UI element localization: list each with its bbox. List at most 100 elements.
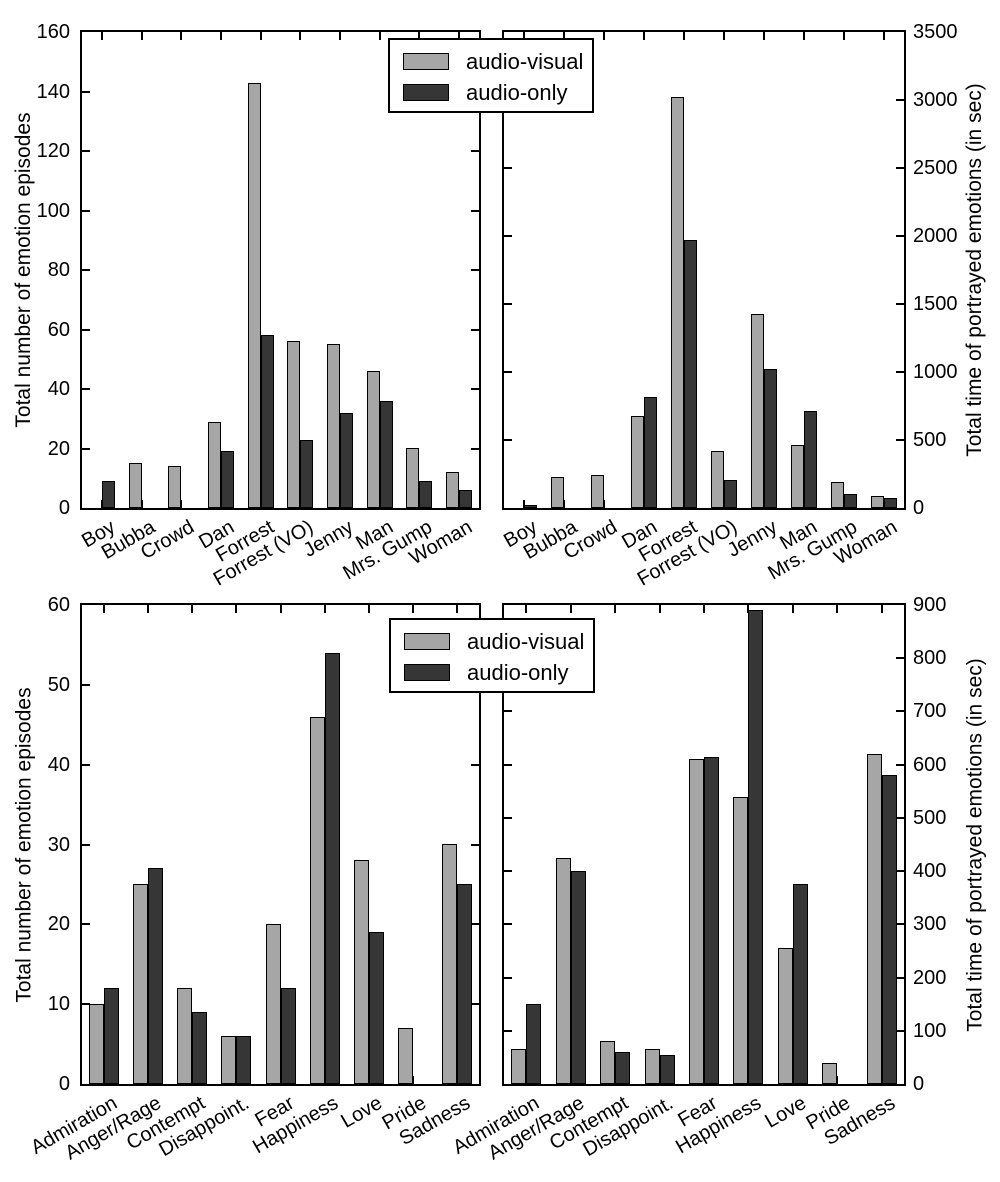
bar-audio-only bbox=[457, 884, 472, 1084]
bar-audio-only bbox=[236, 1036, 251, 1084]
y-tick bbox=[504, 977, 512, 979]
x-tick bbox=[456, 605, 458, 613]
x-tick bbox=[523, 500, 525, 508]
y-axis-label: Total time of portrayed emotions (in sec… bbox=[963, 658, 987, 1032]
y-tick bbox=[504, 303, 512, 305]
y-tick-label: 300 bbox=[913, 913, 947, 935]
bar-audio-visual bbox=[711, 451, 724, 508]
bar-audio-visual bbox=[310, 717, 325, 1084]
y-tick bbox=[504, 439, 512, 441]
y-tick bbox=[82, 269, 90, 271]
bar-audio-visual bbox=[822, 1063, 837, 1084]
y-tick bbox=[82, 844, 90, 846]
y-tick-label: 2000 bbox=[913, 225, 958, 247]
y-tick bbox=[896, 99, 904, 101]
y-tick bbox=[896, 303, 904, 305]
bar-audio-only bbox=[804, 411, 817, 508]
bar-audio-visual bbox=[867, 754, 882, 1084]
bar-audio-only bbox=[300, 440, 313, 508]
bar-audio-visual bbox=[645, 1049, 660, 1084]
x-tick bbox=[101, 32, 103, 40]
legend-bottom: audio-visual audio-only bbox=[389, 618, 595, 693]
x-tick bbox=[280, 605, 282, 613]
bar-audio-visual bbox=[367, 371, 380, 508]
x-tick bbox=[570, 605, 572, 613]
bar-audio-visual bbox=[248, 83, 261, 508]
bar-audio-only bbox=[192, 1012, 207, 1084]
x-tick bbox=[792, 605, 794, 613]
y-axis-label: Total time of portrayed emotions (in sec… bbox=[963, 83, 986, 457]
x-tick bbox=[643, 32, 645, 40]
x-tick bbox=[703, 1076, 705, 1084]
y-tick-label: 200 bbox=[913, 967, 947, 989]
x-tick bbox=[412, 605, 414, 613]
legend-entry-audio-only: audio-only bbox=[390, 78, 592, 109]
y-tick bbox=[504, 923, 512, 925]
x-tick bbox=[747, 605, 749, 613]
y-tick-label: 60 bbox=[47, 319, 70, 341]
x-tick bbox=[570, 1076, 572, 1084]
bar-audio-visual bbox=[406, 448, 419, 508]
chart-bottom-right bbox=[502, 603, 906, 1086]
y-tick-label: 1000 bbox=[913, 361, 958, 383]
y-tick bbox=[82, 1003, 90, 1005]
y-axis-label: Total number of emotion episodes bbox=[12, 687, 36, 1003]
y-tick bbox=[504, 1030, 512, 1032]
y-tick-label: 500 bbox=[913, 807, 947, 829]
bar-audio-visual bbox=[791, 445, 804, 508]
x-tick bbox=[458, 500, 460, 508]
bar-audio-only bbox=[764, 369, 777, 508]
legend-entry-audio-only: audio-only bbox=[391, 658, 593, 689]
bar-audio-visual bbox=[287, 341, 300, 508]
x-tick bbox=[180, 500, 182, 508]
y-tick-label: 3000 bbox=[913, 89, 958, 111]
y-tick-label: 900 bbox=[913, 594, 947, 616]
bar-audio-only bbox=[724, 480, 737, 508]
bar-audio-visual bbox=[133, 884, 148, 1084]
y-tick-label: 20 bbox=[47, 913, 70, 935]
x-tick bbox=[723, 32, 725, 40]
x-tick bbox=[836, 1076, 838, 1084]
y-tick-label: 0 bbox=[58, 1073, 70, 1095]
y-tick-label: 3500 bbox=[913, 21, 958, 43]
y-tick-label: 1500 bbox=[913, 293, 958, 315]
y-tick bbox=[896, 710, 904, 712]
y-tick bbox=[896, 870, 904, 872]
bar-audio-visual bbox=[442, 844, 457, 1084]
y-tick bbox=[82, 764, 90, 766]
y-tick bbox=[504, 167, 512, 169]
y-tick bbox=[82, 684, 90, 686]
bar-audio-visual bbox=[446, 472, 459, 508]
y-tick bbox=[471, 448, 479, 450]
legend-label: audio-visual bbox=[466, 49, 584, 74]
x-tick bbox=[563, 32, 565, 40]
y-tick-label: 100 bbox=[913, 1020, 947, 1042]
bar-audio-only bbox=[148, 868, 163, 1084]
legend-top: audio-visual audio-only bbox=[388, 38, 594, 113]
x-tick bbox=[659, 1076, 661, 1084]
x-tick bbox=[141, 32, 143, 40]
x-tick bbox=[843, 32, 845, 40]
x-tick bbox=[235, 1076, 237, 1084]
bar-audio-only bbox=[704, 757, 719, 1084]
y-tick bbox=[896, 657, 904, 659]
y-tick bbox=[896, 235, 904, 237]
bar-audio-visual bbox=[671, 97, 684, 508]
bar-audio-visual bbox=[129, 463, 142, 508]
bar-audio-only bbox=[419, 481, 432, 508]
x-tick bbox=[803, 500, 805, 508]
bar-audio-visual bbox=[831, 482, 844, 508]
x-tick bbox=[683, 500, 685, 508]
bar-audio-visual bbox=[177, 988, 192, 1084]
x-tick bbox=[368, 1076, 370, 1084]
y-tick-label: 140 bbox=[36, 81, 70, 103]
y-tick-label: 10 bbox=[47, 993, 70, 1015]
bar-audio-only bbox=[748, 610, 763, 1084]
x-tick bbox=[614, 605, 616, 613]
x-tick bbox=[603, 32, 605, 40]
y-tick bbox=[896, 977, 904, 979]
y-tick bbox=[504, 764, 512, 766]
x-tick bbox=[523, 32, 525, 40]
y-tick bbox=[504, 710, 512, 712]
